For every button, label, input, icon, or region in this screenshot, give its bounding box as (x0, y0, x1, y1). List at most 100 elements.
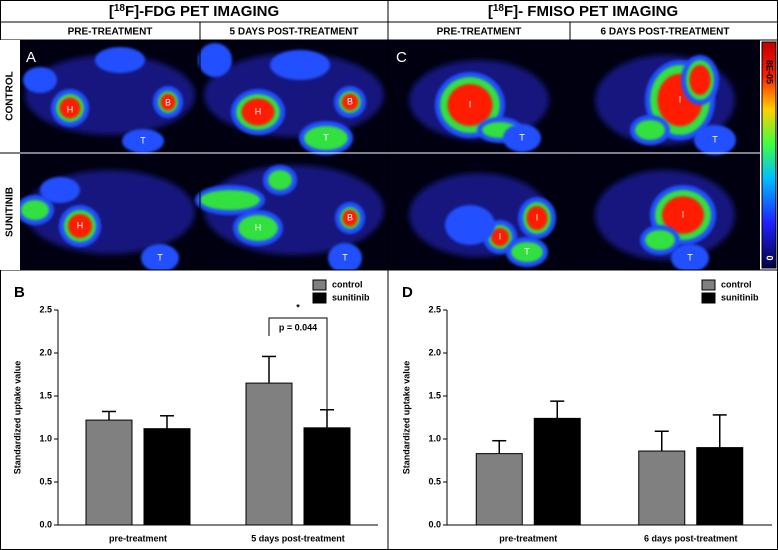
x-tick-label: 5 days post-treatment (251, 533, 345, 543)
legend-label: control (332, 279, 363, 289)
uptake (21, 200, 49, 220)
uptake (491, 228, 509, 246)
y-tick-label: 2.5 (428, 304, 441, 314)
uptake (141, 244, 179, 270)
organ-label: B (165, 97, 171, 107)
x-tick-label: pre-treatment (109, 533, 167, 543)
error-bar (492, 439, 507, 454)
error-bar (262, 355, 276, 384)
uptake (304, 126, 348, 150)
bar (638, 450, 686, 526)
organ-label: I (469, 99, 472, 109)
legend-label: sunitinib (332, 292, 370, 302)
uptake (511, 242, 543, 262)
organ-label: I (682, 209, 685, 219)
row-label: CONTROL (5, 71, 16, 120)
y-tick-label: 2.0 (39, 347, 52, 357)
column-label: 5 DAYS POST-TREATMENT (230, 27, 359, 38)
error-bar (712, 414, 727, 448)
colorbar (761, 41, 777, 269)
organ-label: T (712, 134, 718, 144)
bar (696, 447, 744, 526)
uptake (526, 206, 548, 230)
organ-label: T (342, 252, 348, 262)
uptake (342, 209, 358, 227)
legend-swatch (312, 279, 327, 291)
y-tick-label: 0.5 (428, 476, 441, 486)
significance-star: * (296, 302, 300, 312)
pet-images: H B T H B T I T I T H T H B T I I T I T (20, 43, 736, 270)
y-tick-label: 2.0 (428, 347, 441, 357)
organ-label: T (140, 135, 146, 145)
uptake (645, 230, 675, 250)
uptake (503, 124, 541, 152)
error-bar (160, 415, 174, 429)
organ-label: T (519, 132, 525, 142)
uptake (23, 67, 57, 93)
row-label: SUNITINIB (5, 187, 16, 237)
panel-letter: B (14, 284, 25, 301)
x-tick-label: 6 days post-treatment (644, 533, 738, 543)
organ-label: H (77, 220, 84, 230)
significance-bracket (268, 317, 328, 410)
uptake (200, 190, 260, 210)
organ-label: I (499, 231, 502, 241)
row-label-column (0, 40, 20, 270)
uptake (268, 170, 292, 190)
bar (533, 417, 581, 526)
panel-letter: D (402, 284, 413, 301)
y-axis-label: Standardized uptake value (401, 361, 411, 475)
y-tick-label: 1.0 (428, 433, 441, 443)
legend-swatch (312, 292, 327, 304)
organ-label: T (524, 246, 530, 256)
y-axis-label: Standardized uptake value (12, 361, 22, 475)
y-tick-label: 0.0 (39, 519, 52, 529)
p-value: p = 0.044 (279, 322, 317, 332)
bar (475, 453, 523, 526)
column-label: PRE-TREATMENT (68, 27, 153, 38)
uptake (68, 214, 92, 238)
panel-letter: A (26, 49, 36, 66)
legend-label: control (721, 279, 752, 289)
x-tick-label: pre-treatment (499, 533, 557, 543)
organ-label: B (347, 96, 353, 106)
uptake (635, 120, 665, 140)
uptake (270, 50, 330, 80)
uptake (447, 84, 493, 126)
organ-label: H (255, 222, 262, 232)
legend-label: sunitinib (721, 292, 759, 302)
bar (85, 419, 133, 526)
error-bar (654, 430, 669, 452)
column-label: 6 DAYS POST-TREATMENT (601, 27, 730, 38)
organ-label: H (255, 106, 262, 116)
uptake (328, 243, 362, 270)
uptake (241, 98, 275, 126)
panel-letter: C (396, 49, 407, 66)
section-title: [18F]- FMISO PET IMAGING (488, 3, 678, 20)
organ-label: T (323, 132, 329, 142)
legend-swatch (701, 292, 716, 304)
uptake (59, 97, 81, 119)
uptake (160, 93, 176, 111)
y-tick-label: 0.5 (39, 476, 52, 486)
uptake (238, 215, 278, 241)
uptake (341, 93, 359, 111)
charts: B Standardized uptake value 0.0 0.5 1.0 1.5 2.… (12, 279, 772, 543)
error-bar (550, 400, 565, 419)
uptake (689, 65, 711, 95)
organ-label: H (67, 104, 74, 114)
bar (303, 427, 351, 526)
organ-label: I (679, 94, 682, 104)
y-tick-label: 0.0 (428, 519, 441, 529)
uptake (198, 43, 232, 77)
organ-label: T (687, 252, 693, 262)
y-tick-label: 1.0 (39, 433, 52, 443)
error-bar (102, 410, 116, 421)
legend-swatch (701, 279, 716, 291)
colorbar-max: 8E-05 (765, 60, 775, 84)
bar (245, 382, 293, 526)
y-tick-label: 1.5 (39, 390, 52, 400)
organ-label: T (157, 252, 163, 262)
column-label: PRE-TREATMENT (437, 27, 522, 38)
